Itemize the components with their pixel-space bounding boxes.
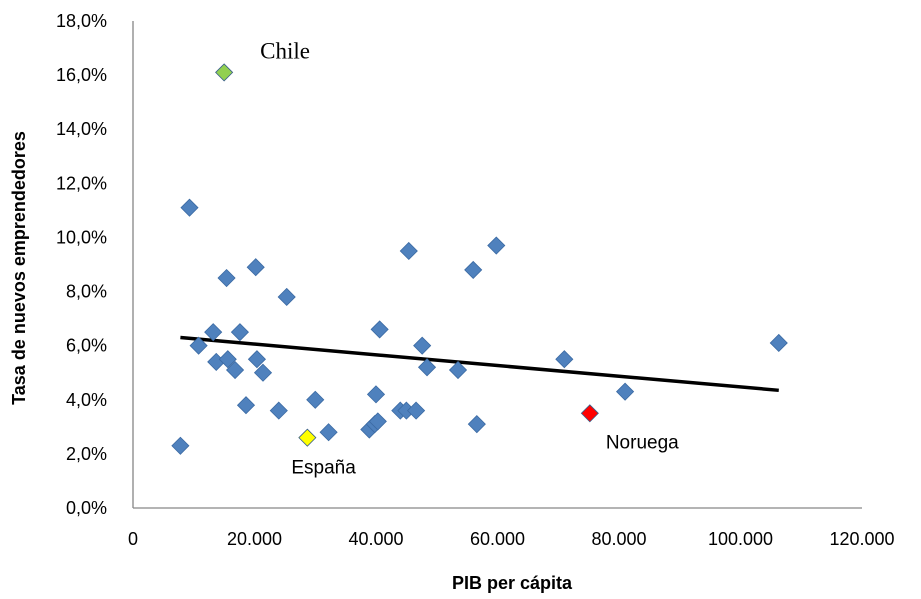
data-point <box>769 333 788 353</box>
data-point <box>417 358 437 377</box>
data-point <box>253 363 273 382</box>
y-tick-label: 2,0% <box>66 444 107 464</box>
data-point-noruega <box>580 404 599 423</box>
data-point <box>464 260 483 279</box>
y-tick-label: 18,0% <box>56 11 107 31</box>
data-point <box>180 198 199 217</box>
data-point <box>204 323 223 342</box>
y-tick-label: 8,0% <box>66 282 107 302</box>
y-tick-label: 0,0% <box>66 498 107 518</box>
x-tick-label: 60.000 <box>470 529 525 549</box>
data-point-espaa <box>298 428 317 447</box>
data-point <box>487 236 506 255</box>
y-tick-label: 14,0% <box>56 119 107 139</box>
y-tick-label: 4,0% <box>66 390 107 410</box>
data-point <box>246 258 265 277</box>
x-tick-label: 40.000 <box>348 529 403 549</box>
trendline-group <box>180 335 779 393</box>
y-tick-label: 6,0% <box>66 336 107 356</box>
data-point <box>306 390 325 409</box>
annotation-espaa: España <box>291 458 356 479</box>
data-point <box>407 401 426 420</box>
x-tick-label: 0 <box>128 529 138 549</box>
annotation-chile: Chile <box>260 38 310 63</box>
data-point <box>236 396 256 415</box>
x-tick-labels: 0 20.000 40.000 60.000 80.000 100.000 120.000 <box>128 529 895 549</box>
annotations: Chile España Noruega <box>260 38 679 478</box>
x-axis-title: PIB per cápita <box>452 573 573 593</box>
data-point <box>319 423 338 442</box>
y-tick-label: 16,0% <box>56 65 107 85</box>
data-point <box>370 320 389 339</box>
data-point <box>366 385 386 404</box>
data-point <box>247 350 266 369</box>
data-point <box>368 412 387 431</box>
data-point <box>225 360 245 380</box>
y-tick-label: 12,0% <box>56 173 107 193</box>
data-point <box>277 287 296 307</box>
y-axis-title: Tasa de nuevos emprendedores <box>9 131 29 405</box>
data-point-chile <box>215 63 234 82</box>
data-point <box>555 350 574 369</box>
data-point <box>189 336 208 355</box>
data-point <box>230 323 249 342</box>
data-point <box>269 401 288 420</box>
data-point <box>467 415 486 434</box>
x-tick-label: 80.000 <box>591 529 646 549</box>
data-point <box>448 360 468 380</box>
x-tick-label: 20.000 <box>227 529 282 549</box>
data-point <box>171 436 190 455</box>
data-point <box>413 336 432 355</box>
y-tick-labels: 0,0% 2,0% 4,0% 6,0% 8,0% 10,0% 12,0% 14,0% 16,0%… <box>56 11 107 518</box>
y-tick-label: 10,0% <box>56 227 107 247</box>
data-point <box>218 350 237 369</box>
data-point <box>616 382 635 401</box>
data-point <box>399 241 418 261</box>
x-tick-label: 120.000 <box>829 529 894 549</box>
trendline <box>180 335 779 393</box>
data-point <box>217 268 236 288</box>
data-points <box>171 63 788 455</box>
annotation-noruega: Noruega <box>606 432 679 453</box>
x-tick-label: 100.000 <box>708 529 773 549</box>
